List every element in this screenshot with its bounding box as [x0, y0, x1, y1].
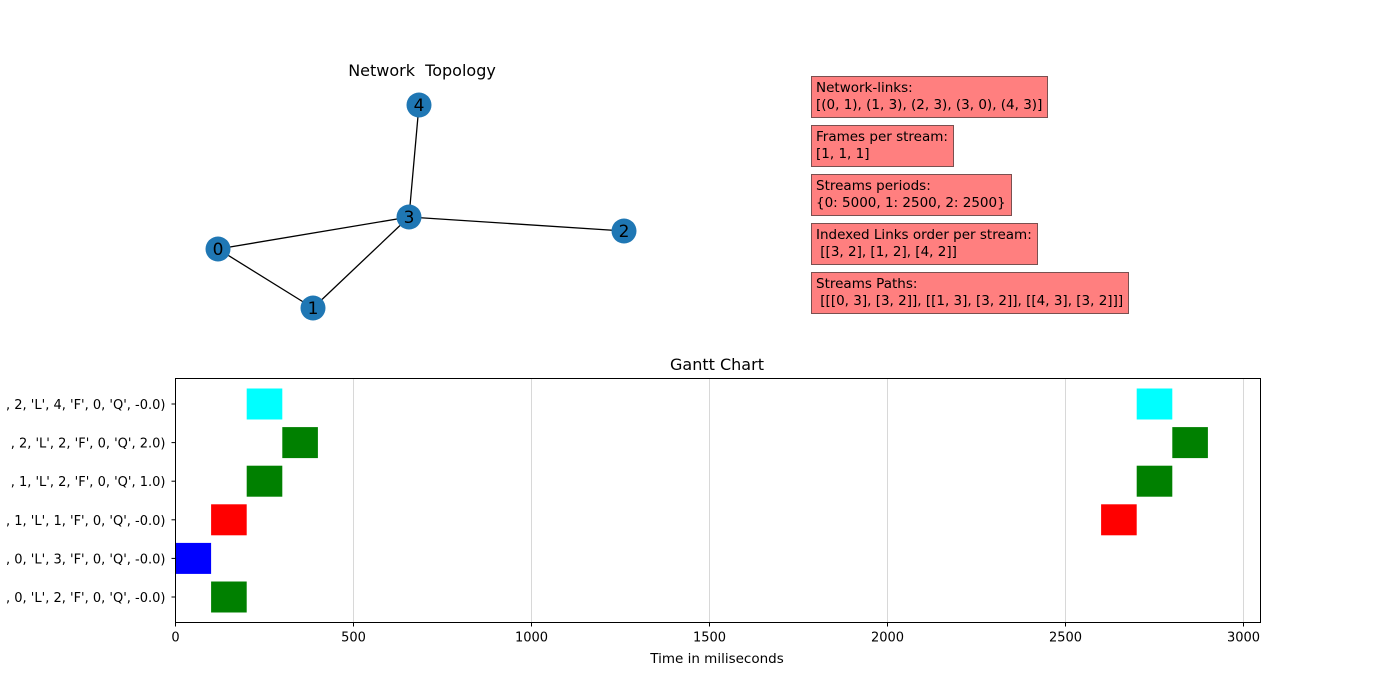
topology-edge-1-3 — [312, 216, 410, 309]
gantt-xtick-label-500: 500 — [341, 631, 366, 646]
info-box-streams-periods: Streams periods: {0: 5000, 1: 2500, 2: 2… — [811, 174, 1012, 216]
gantt-row-label-3: , 1, 'L', 2, 'F', 0, 'Q', 1.0) — [11, 475, 166, 490]
topology-edge-2-3 — [408, 216, 625, 232]
gantt-xtick-label-0: 0 — [171, 631, 179, 646]
topology-node-label-4: 4 — [414, 96, 425, 116]
gantt-plot-frame — [175, 378, 1261, 623]
gantt-bar-row3-200 — [246, 465, 283, 497]
info-box-streams-paths: Streams Paths: [[[0, 3], [3, 2]], [[1, 3… — [811, 272, 1130, 314]
topology-edge-0-1 — [217, 248, 314, 309]
topology-node-label-3: 3 — [404, 208, 415, 228]
gantt-bar-row3-2700 — [1136, 465, 1173, 497]
info-box-links-order: Indexed Links order per stream: [[3, 2],… — [811, 223, 1038, 265]
gantt-bar-row1-0 — [175, 542, 212, 574]
info-box-network-links: Network-links: [(0, 1), (1, 3), (2, 3), … — [811, 76, 1049, 118]
info-box-frames-per-stream: Frames per stream: [1, 1, 1] — [811, 125, 954, 167]
topology-title: Network Topology — [348, 61, 496, 80]
gantt-xtick-label-1000: 1000 — [515, 631, 548, 646]
topology-node-2 — [611, 218, 637, 244]
topology-node-3 — [396, 204, 422, 230]
network-topology-chart: Network Topology 0 1 2 3 4 — [205, 61, 637, 321]
gantt-bar-row5-200 — [246, 388, 283, 420]
gantt-row-label-0: , 0, 'L', 2, 'F', 0, 'Q', -0.0) — [6, 591, 166, 606]
gantt-title: Gantt Chart — [670, 355, 764, 374]
gantt-xtick-label-1500: 1500 — [693, 631, 726, 646]
topology-node-label-1: 1 — [308, 299, 319, 319]
topology-node-label-0: 0 — [213, 240, 224, 260]
gantt-bar-row2-2600 — [1101, 504, 1137, 536]
gantt-row-label-4: , 2, 'L', 2, 'F', 0, 'Q', 2.0) — [11, 437, 166, 452]
gantt-x-axis-label: Time in miliseconds — [649, 651, 784, 667]
gantt-xtick-label-2500: 2500 — [1049, 631, 1082, 646]
topology-edge-4-3 — [408, 104, 420, 218]
gantt-xtick-label-2000: 2000 — [871, 631, 904, 646]
gantt-chart: Gantt Chart 0 500 1000 1500 2000 2500 3000 , 0… — [6, 355, 1261, 667]
gantt-bar-row0-100 — [211, 581, 247, 613]
topology-node-0 — [205, 236, 231, 262]
topology-node-label-2: 2 — [619, 222, 630, 242]
gantt-xtick-label-3000: 3000 — [1227, 631, 1260, 646]
gantt-bar-row5-2700 — [1136, 388, 1173, 420]
gantt-bar-row4-300 — [282, 427, 318, 459]
gantt-row-label-1: , 0, 'L', 3, 'F', 0, 'Q', -0.0) — [6, 552, 166, 567]
gantt-bar-row4-2800 — [1172, 427, 1208, 459]
topology-edge-3-0 — [217, 216, 410, 250]
gantt-row-label-5: , 2, 'L', 4, 'F', 0, 'Q', -0.0) — [6, 398, 166, 413]
topology-node-1 — [300, 295, 326, 321]
gantt-row-label-2: , 1, 'L', 1, 'F', 0, 'Q', -0.0) — [6, 514, 166, 529]
gantt-bar-row2-100 — [211, 504, 247, 536]
topology-node-4 — [406, 92, 432, 118]
